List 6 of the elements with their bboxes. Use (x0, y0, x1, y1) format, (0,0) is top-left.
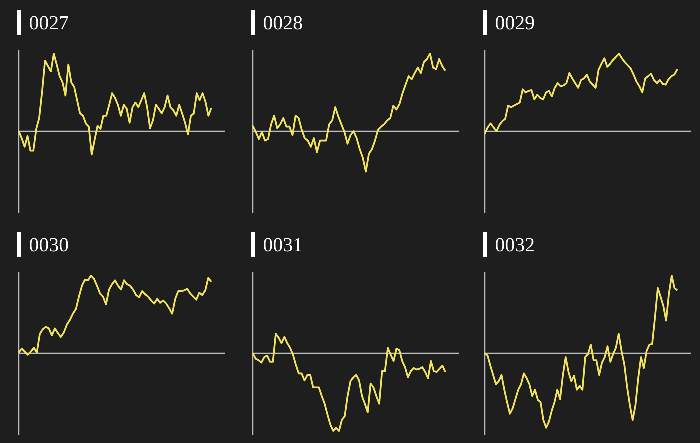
chart-title: 0028 (264, 16, 302, 30)
chart-title: 0030 (30, 238, 68, 252)
chart-title: 0029 (496, 16, 534, 30)
chart-title: 0032 (496, 238, 534, 252)
chart-title: 0031 (264, 238, 302, 252)
chart-title: 0027 (30, 16, 68, 30)
